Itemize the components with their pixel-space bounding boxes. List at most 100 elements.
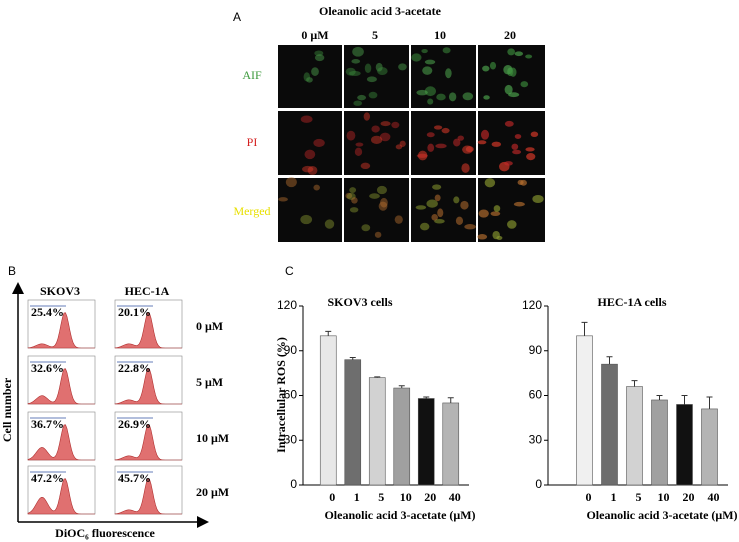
cell bbox=[455, 216, 464, 225]
cell bbox=[354, 147, 363, 157]
cell bbox=[441, 127, 450, 134]
cell bbox=[478, 209, 489, 218]
x-tick-label: 5 bbox=[378, 490, 384, 504]
column-header: 10 bbox=[434, 28, 446, 42]
column-header: 20 bbox=[504, 28, 516, 42]
cell bbox=[491, 141, 502, 147]
cell bbox=[285, 177, 297, 188]
x-tick-label: 0 bbox=[329, 490, 335, 504]
cell bbox=[314, 50, 324, 56]
row-label: 10 μM bbox=[196, 431, 229, 445]
cell bbox=[445, 68, 452, 79]
cell bbox=[464, 224, 476, 230]
cell bbox=[353, 100, 363, 106]
cell bbox=[432, 184, 442, 190]
x-tick-label: 1 bbox=[354, 490, 360, 504]
cell bbox=[366, 76, 377, 83]
cell bbox=[460, 200, 469, 210]
cell bbox=[351, 59, 361, 64]
x-tick-label: 0 bbox=[586, 490, 592, 504]
cell bbox=[399, 140, 406, 147]
column-header: 5 bbox=[372, 28, 378, 42]
cell bbox=[349, 207, 359, 213]
cell bbox=[278, 197, 288, 202]
cell bbox=[442, 47, 451, 54]
cell bbox=[484, 178, 496, 188]
cell bbox=[374, 231, 382, 238]
row-label: 20 μM bbox=[196, 485, 229, 499]
error-bar bbox=[631, 380, 638, 387]
cell bbox=[303, 72, 311, 82]
cell bbox=[461, 163, 470, 173]
cell bbox=[477, 140, 487, 145]
histogram bbox=[114, 368, 182, 405]
cell bbox=[417, 150, 428, 161]
x-tick-label: 40 bbox=[449, 490, 461, 504]
micrograph bbox=[411, 178, 476, 242]
cell bbox=[376, 185, 387, 195]
cell bbox=[378, 201, 388, 211]
micrograph bbox=[478, 178, 545, 242]
cell bbox=[496, 235, 503, 240]
x-tick-label: 10 bbox=[658, 490, 670, 504]
cell bbox=[300, 115, 313, 123]
cell bbox=[313, 184, 320, 191]
cell bbox=[433, 125, 443, 130]
cell bbox=[435, 143, 447, 149]
cell bbox=[346, 130, 356, 141]
row-label: 5 μM bbox=[196, 375, 223, 389]
panel-title: Oleanolic acid 3-acetate bbox=[319, 4, 442, 18]
axis-label: DiOC₆ fluorescence bbox=[55, 526, 155, 540]
cell bbox=[457, 135, 465, 141]
x-tick-label: 20 bbox=[683, 490, 695, 504]
cell bbox=[434, 194, 441, 202]
gate-percentage: 47.2% bbox=[31, 471, 64, 485]
cell bbox=[509, 67, 517, 77]
cell bbox=[512, 149, 522, 155]
y-tick-label: 30 bbox=[529, 432, 543, 446]
cell bbox=[369, 193, 380, 199]
cell bbox=[395, 144, 403, 150]
cell bbox=[424, 59, 436, 65]
error-bar bbox=[581, 321, 588, 336]
micrograph bbox=[278, 111, 342, 175]
cell bbox=[480, 129, 490, 140]
cell bbox=[311, 67, 319, 76]
error-bar bbox=[423, 396, 430, 399]
axis-label: Cell number bbox=[0, 377, 14, 442]
cell bbox=[482, 65, 490, 72]
error-bar bbox=[606, 356, 613, 365]
error-bar bbox=[681, 395, 688, 405]
cell bbox=[421, 48, 428, 54]
cell bbox=[357, 94, 367, 101]
cell bbox=[427, 143, 435, 152]
cell bbox=[380, 121, 391, 127]
cell bbox=[370, 135, 383, 145]
cell bbox=[532, 195, 544, 203]
y-tick-label: 0 bbox=[535, 477, 542, 491]
chart-title: HEC-1A cells bbox=[598, 295, 667, 309]
bar bbox=[393, 387, 411, 486]
cell bbox=[300, 214, 313, 225]
cell bbox=[346, 192, 356, 200]
column-header: HEC-1A bbox=[125, 284, 170, 298]
bar bbox=[319, 335, 337, 486]
cell bbox=[422, 66, 433, 75]
cell bbox=[431, 213, 438, 221]
cell bbox=[375, 62, 383, 72]
bar bbox=[651, 399, 668, 486]
cell bbox=[302, 165, 314, 173]
histogram bbox=[114, 312, 182, 349]
bar bbox=[417, 398, 435, 486]
bar bbox=[626, 386, 643, 486]
micrograph bbox=[344, 45, 409, 108]
bar bbox=[344, 359, 362, 486]
micrograph bbox=[344, 178, 409, 242]
cell bbox=[436, 93, 446, 101]
micrograph bbox=[278, 45, 342, 108]
cell bbox=[324, 219, 335, 229]
x-axis-label: Oleanolic acid 3-acetate (μM) bbox=[586, 508, 737, 522]
cell bbox=[349, 70, 361, 76]
cell bbox=[352, 46, 364, 57]
cell bbox=[514, 51, 524, 57]
